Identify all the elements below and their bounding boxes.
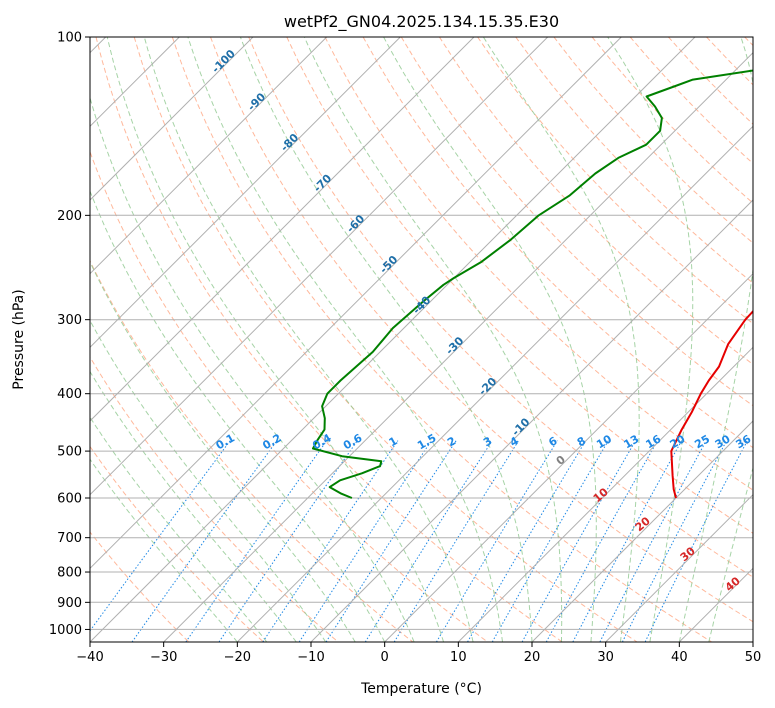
isotherm-line	[605, 493, 753, 642]
x-tick-label: 0	[381, 650, 389, 665]
temperature-profile	[670, 309, 753, 499]
moist-adiabat-line	[187, 37, 503, 642]
isotherm-line	[310, 199, 753, 642]
mixing-ratio-line	[467, 440, 587, 642]
isotherm-line	[457, 346, 753, 642]
dry-adiabat-line	[477, 37, 753, 325]
isotherms	[90, 37, 753, 642]
mixing-ratio-line	[185, 440, 328, 642]
moist-adiabat-line	[106, 37, 445, 642]
plot-frame	[89, 36, 754, 643]
isotherm-line	[90, 37, 254, 201]
y-tick-label: 800	[57, 566, 82, 581]
y-tick-label: 700	[57, 531, 82, 546]
mixing-ratio-line	[491, 440, 609, 642]
dry-adiabat-line	[515, 37, 753, 284]
x-tick-label: 30	[597, 650, 614, 665]
x-tick-label: −20	[224, 650, 251, 665]
mixing-ratio-line	[435, 440, 558, 642]
isotherm-line	[236, 125, 753, 642]
y-tick-label: 400	[57, 387, 82, 402]
isotherm-line	[531, 420, 753, 642]
x-tick-label: 40	[671, 650, 688, 665]
isotherm-line	[90, 37, 328, 275]
isotherm-line	[90, 37, 401, 349]
mixing-ratio-line	[572, 440, 683, 642]
mixing-ratio-line	[621, 440, 728, 642]
moist-adiabat-line	[90, 416, 268, 642]
isotherm-line	[90, 37, 549, 496]
dry-adiabat-line	[362, 37, 753, 449]
moist-adiabat-line	[239, 37, 533, 642]
dry-adiabat-line	[90, 150, 488, 642]
y-tick-label: 600	[57, 492, 82, 507]
moist-adiabat-line	[708, 466, 753, 642]
dry-adiabat-line	[95, 37, 563, 642]
chart-title: wetPf2_GN04.2025.134.15.35.E30	[284, 12, 559, 32]
x-tick-label: −40	[76, 650, 103, 665]
isotherm-line	[90, 37, 475, 422]
x-tick-label: 10	[450, 650, 467, 665]
moist-adiabat-line	[90, 458, 238, 642]
moist-adiabat-line	[90, 189, 386, 642]
x-tick-label: −10	[297, 650, 324, 665]
y-tick-label: 300	[57, 313, 82, 328]
mixing-ratio-line	[325, 440, 457, 642]
dry-adiabat-line	[286, 37, 753, 534]
y-tick-label: 1000	[49, 623, 82, 638]
isotherm-line	[90, 37, 622, 570]
isotherm-line	[163, 51, 753, 642]
isotherm-line	[384, 272, 753, 642]
dry-adiabat-line	[90, 531, 190, 642]
moist-adiabat-line	[482, 37, 640, 642]
moist-adiabat-line	[90, 319, 327, 642]
x-tick-label: 20	[524, 650, 541, 665]
dry-adiabat-line	[438, 37, 753, 366]
pressure-gridlines	[90, 37, 753, 630]
moist-adiabats	[90, 37, 753, 642]
y-tick-label: 100	[57, 31, 82, 46]
moist-adiabat-line	[383, 37, 597, 642]
plot-area: -100-90-80-70-60-50-40-30-20-100.1 0.2 0.4…	[90, 37, 753, 642]
moist-adiabat-line	[303, 37, 563, 642]
y-tick-label: 500	[57, 445, 82, 460]
dry-adiabat-line	[133, 37, 638, 642]
mixing-ratio-line	[298, 440, 432, 642]
x-axis-label: Temperature (°C)	[360, 681, 482, 697]
y-tick-label: 200	[57, 209, 82, 224]
x-tick-label: 50	[745, 650, 762, 665]
x-tick-label: −30	[150, 650, 177, 665]
y-axis-label: Pressure (hPa)	[11, 289, 27, 389]
moist-adiabat-line	[143, 37, 474, 642]
dry-adiabat-line	[248, 37, 753, 578]
mixing-ratio-line	[599, 440, 707, 642]
dry-adiabat-line	[90, 259, 414, 642]
dry-adiabat-line	[400, 37, 753, 407]
y-axis: 100 200 300 400 500 600 700 800 900 1000	[49, 31, 90, 638]
isotherm-line	[90, 37, 696, 642]
sounding-profiles	[312, 69, 753, 499]
x-axis: −40 −30 −20 −10 0 10 20 30 40 50	[76, 642, 761, 665]
moist-adiabat-line	[90, 260, 356, 642]
y-tick-label: 900	[57, 596, 82, 611]
dewpoint-profile	[312, 69, 753, 499]
moist-adiabat-line	[678, 37, 753, 642]
mixing-ratio-line	[364, 440, 493, 642]
dry-adiabat-line	[90, 445, 264, 642]
moist-adiabat-line	[607, 37, 694, 642]
dry-adiabat-line	[171, 37, 712, 642]
mixing-ratio-label: 36	[733, 432, 753, 451]
dry-adiabat-line	[210, 37, 753, 623]
mixing-ratio-line	[218, 440, 358, 642]
mixing-ratio-line	[262, 440, 399, 642]
